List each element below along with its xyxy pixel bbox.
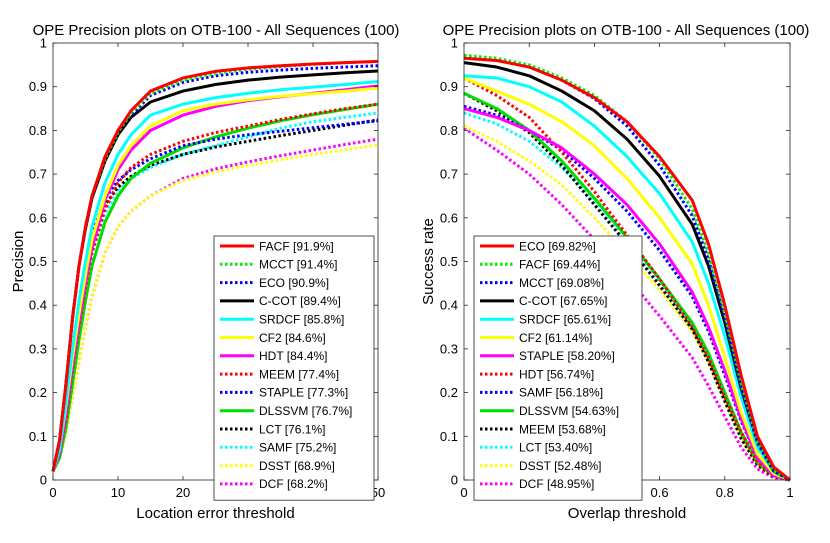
success-x-tick-label: 0	[460, 485, 467, 500]
precision-y-tick-label: 0.5	[29, 254, 47, 269]
precision-x-axis-label: Location error threshold	[136, 505, 294, 522]
precision-y-tick-label: 0.2	[29, 385, 47, 400]
precision-legend-box	[213, 235, 375, 501]
precision-x-tick-label: 0	[49, 485, 56, 500]
precision-legend-label: C-COT [89.4%]	[259, 294, 341, 308]
precision-y-tick-label: 0.9	[29, 79, 47, 94]
success-y-tick-label: 0.6	[440, 210, 458, 225]
success-y-axis-label: Success rate	[420, 218, 437, 305]
success-series-srdcf	[463, 74, 791, 482]
precision-legend-label: DCF [68.2%]	[259, 477, 328, 491]
success-legend-label: DCF [48.95%]	[519, 477, 594, 491]
success-y-tick-label: 1	[451, 36, 458, 51]
success-x-tick-label: 1	[786, 485, 793, 500]
precision-y-tick-label: 0	[40, 473, 47, 488]
success-legend-label: C-COT [67.65%]	[519, 294, 607, 308]
precision-y-tick-label: 0.8	[29, 123, 47, 138]
success-series-dsst	[463, 124, 791, 482]
success-legend-label: CF2 [61.14%]	[519, 331, 592, 345]
precision-y-axis-label: Precision	[10, 231, 27, 293]
success-y-tick-label: 0.3	[440, 341, 458, 356]
success-plot-panel: OPE Precision plots on OTB-100 - All Seq…	[420, 22, 809, 522]
precision-legend-label: ECO [90.9%]	[259, 276, 329, 290]
precision-x-tick-label: 20	[176, 485, 190, 500]
success-legend-label: LCT [53.40%]	[519, 441, 592, 455]
precision-legend-label: MCCT [91.4%]	[259, 258, 337, 272]
success-legend-label: HDT [56.74%]	[519, 367, 594, 381]
precision-series-samf	[51, 111, 379, 472]
precision-plot-panel: OPE Precision plots on OTB-100 - All Seq…	[10, 22, 399, 522]
success-y-tick-label: 0.1	[440, 429, 458, 444]
precision-legend: FACF [91.9%] MCCT [91.4%] ECO [90.9%] C-COT…	[213, 235, 375, 501]
success-plot-title: OPE Precision plots on OTB-100 - All Seq…	[443, 22, 810, 39]
precision-legend-label: SRDCF [85.8%]	[259, 313, 344, 327]
precision-series-layer	[51, 59, 379, 472]
precision-series-eco	[51, 64, 379, 472]
success-legend-label: SAMF [56.18%]	[519, 386, 603, 400]
success-series-layer	[463, 53, 791, 482]
precision-y-tick-label: 0.7	[29, 167, 47, 182]
success-legend-label: MCCT [69.08%]	[519, 276, 604, 290]
success-series-dcf	[463, 126, 791, 482]
precision-legend-label: LCT [76.1%]	[259, 422, 325, 436]
success-legend-label: STAPLE [58.20%]	[519, 349, 615, 363]
success-y-tick-label: 0.9	[440, 79, 458, 94]
precision-series-meem	[51, 102, 379, 472]
success-x-axis-label: Overlap threshold	[568, 505, 686, 522]
success-series-cf2	[463, 76, 791, 482]
success-x-tick-label: 0.8	[716, 485, 734, 500]
precision-legend-label: HDT [84.4%]	[259, 349, 327, 363]
success-x-tick-label: 0.6	[651, 485, 669, 500]
success-legend: ECO [69.82%] FACF [69.44%] MCCT [69.08%] C-…	[473, 235, 643, 501]
precision-legend-label: CF2 [84.6%]	[259, 331, 326, 345]
precision-legend-label: DLSSVM [76.7%]	[259, 404, 352, 418]
success-y-tick-label: 0.5	[440, 254, 458, 269]
precision-plot-title: OPE Precision plots on OTB-100 - All Seq…	[33, 22, 400, 39]
precision-legend-label: DSST [68.9%]	[259, 459, 335, 473]
precision-y-tick-label: 0.4	[29, 298, 47, 313]
success-series-hdt	[463, 76, 791, 482]
success-legend-label: MEEM [53.68%]	[519, 422, 606, 436]
success-y-tick-label: 0.8	[440, 123, 458, 138]
precision-legend-label: SAMF [75.2%]	[259, 441, 336, 455]
precision-ticks: 0102030405000.10.20.30.40.50.60.70.80.91	[29, 36, 385, 501]
precision-y-tick-label: 0.3	[29, 341, 47, 356]
success-legend-label: FACF [69.44%]	[519, 258, 600, 272]
precision-legend-label: MEEM [77.4%]	[259, 367, 339, 381]
success-y-tick-label: 0.2	[440, 385, 458, 400]
success-legend-label: SRDCF [65.61%]	[519, 313, 611, 327]
precision-y-tick-label: 0.1	[29, 429, 47, 444]
success-y-tick-label: 0.7	[440, 167, 458, 182]
precision-y-tick-label: 0.6	[29, 210, 47, 225]
success-legend-label: DSST [52.48%]	[519, 459, 602, 473]
precision-series-srdcf	[51, 79, 379, 472]
precision-legend-label: STAPLE [77.3%]	[259, 386, 348, 400]
success-y-tick-label: 0	[451, 473, 458, 488]
precision-series-facf	[51, 59, 379, 472]
success-y-tick-label: 0.4	[440, 298, 458, 313]
success-legend-label: DLSSVM [54.63%]	[519, 404, 619, 418]
success-legend-label: ECO [69.82%]	[519, 239, 596, 253]
success-series-eco	[463, 56, 791, 482]
precision-series-dsst	[51, 143, 379, 472]
precision-x-tick-label: 10	[111, 485, 125, 500]
precision-legend-label: FACF [91.9%]	[259, 239, 334, 253]
success-series-staple	[463, 107, 791, 482]
success-legend-box	[473, 235, 643, 501]
precision-y-tick-label: 1	[40, 36, 47, 51]
